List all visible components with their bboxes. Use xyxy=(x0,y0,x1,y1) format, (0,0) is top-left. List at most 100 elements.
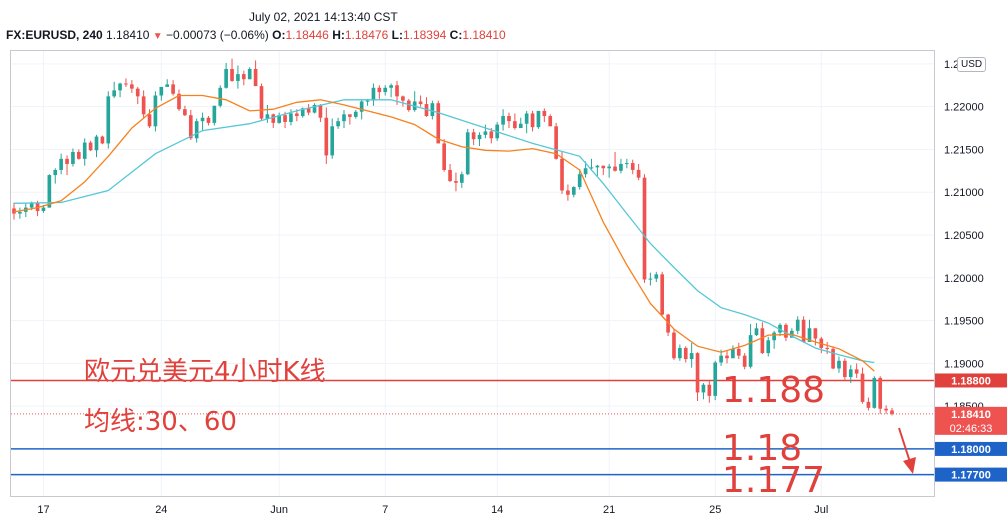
ohlc-legend: FX:EURUSD, 240 1.18410 ▼ −0.00073 (−0.06… xyxy=(6,28,506,42)
candle-body xyxy=(371,87,376,101)
candle-body xyxy=(29,202,34,208)
y-tick-label: 1.20000 xyxy=(944,273,984,285)
candle-body xyxy=(607,166,611,169)
candle-body xyxy=(548,116,553,127)
candle-body xyxy=(890,410,894,414)
candle-body xyxy=(471,132,476,140)
x-tick-label: 14 xyxy=(491,504,503,516)
candle-body xyxy=(200,117,205,122)
price-tags: 1.18800 1.18000 1.17700 1.18410 02:46:33 xyxy=(935,373,1007,482)
candle-body xyxy=(12,208,16,214)
annotation-ma-note: 均线:30、60 xyxy=(84,407,237,437)
y-tick-label: 1.22000 xyxy=(944,102,984,114)
candle-body xyxy=(530,113,535,128)
time-axis: 17 24 Jun 7 14 21 25 Jul xyxy=(37,504,828,516)
candle-body xyxy=(713,362,718,396)
candle-body xyxy=(289,113,293,123)
candle-body xyxy=(312,104,317,113)
candle-body xyxy=(707,384,712,396)
candle-body xyxy=(442,143,446,170)
candle-body xyxy=(795,319,800,331)
candle-body xyxy=(59,158,63,170)
level-tag xyxy=(935,373,1007,388)
candle-body xyxy=(153,95,158,127)
candle-body xyxy=(389,85,393,88)
candle-body xyxy=(778,324,782,333)
candle-body xyxy=(53,169,58,176)
candle-body xyxy=(147,114,152,127)
candle-body xyxy=(760,328,765,354)
annotation-level-1177: 1.177 xyxy=(722,460,825,501)
candle-body xyxy=(848,369,853,378)
candle-body xyxy=(353,111,358,117)
candle-body xyxy=(241,74,246,80)
close-value: 1.18410 xyxy=(462,28,506,42)
candle-body xyxy=(772,332,776,341)
x-tick-label: 17 xyxy=(37,504,49,516)
x-tick-label: Jul xyxy=(814,504,828,516)
candle-body xyxy=(365,100,370,102)
candle-body xyxy=(689,353,694,360)
candle-body xyxy=(801,319,806,342)
candle-body xyxy=(477,134,482,140)
candle-body xyxy=(524,113,529,124)
candle-body xyxy=(701,384,706,393)
candle-body xyxy=(854,369,859,374)
last-price-label: 1.18410 xyxy=(951,409,991,421)
candle-body xyxy=(130,84,134,89)
candle-body xyxy=(336,121,340,127)
candle-body xyxy=(218,87,223,106)
x-tick-label: 21 xyxy=(603,504,615,516)
candle-body xyxy=(742,355,747,367)
candle-body xyxy=(507,116,511,122)
candle-body xyxy=(141,96,146,115)
candle-body xyxy=(300,108,305,117)
candle-body xyxy=(165,84,170,87)
candle-body xyxy=(124,83,128,85)
last-price-value: 1.18410 xyxy=(106,28,150,42)
x-tick-label: 24 xyxy=(155,504,167,516)
candle-body xyxy=(454,181,458,183)
annotation-title: 欧元兑美元4小时K线 xyxy=(84,357,326,387)
annotation-level-1188: 1.188 xyxy=(722,370,825,411)
candle-body xyxy=(112,90,117,97)
candle-body xyxy=(318,104,323,118)
candle-body xyxy=(878,377,883,409)
candle-body xyxy=(483,131,488,135)
candle-body xyxy=(583,168,588,175)
candle-body xyxy=(619,163,623,171)
candle-body xyxy=(94,136,99,151)
price-axis: 1.225001.220001.215001.210001.205001.200… xyxy=(944,59,984,413)
high-label: H: xyxy=(332,28,345,42)
candle-body xyxy=(418,101,423,105)
candle-body xyxy=(18,211,22,214)
currency-badge[interactable]: USD xyxy=(957,57,987,72)
candle-body xyxy=(106,96,111,144)
candle-body xyxy=(436,103,441,144)
candle-body xyxy=(725,355,729,359)
candle-body xyxy=(872,377,877,408)
candle-body xyxy=(71,151,75,164)
candle-body xyxy=(65,158,69,164)
candle-body xyxy=(672,332,676,359)
symbol-label: FX:EURUSD, 240 xyxy=(6,28,103,42)
candle-body xyxy=(595,165,600,168)
candle-body xyxy=(100,136,105,144)
candle-body xyxy=(177,93,181,110)
candle-body xyxy=(88,142,93,151)
change-value: −0.00073 (−0.06%) xyxy=(166,28,269,42)
candle-body xyxy=(784,324,788,338)
candle-body xyxy=(613,166,617,171)
candle-body xyxy=(577,174,582,188)
last-price-tag xyxy=(935,406,1007,435)
candle-body xyxy=(359,101,364,112)
candle-body xyxy=(230,68,234,81)
candle-body xyxy=(560,158,564,191)
chart-datetime: July 02, 2021 14:13:40 CST xyxy=(249,10,398,24)
candle-body xyxy=(695,353,700,393)
candle-body xyxy=(636,169,641,178)
candle-body xyxy=(212,105,217,123)
candle-body xyxy=(513,121,517,129)
level-tag xyxy=(935,441,1007,456)
